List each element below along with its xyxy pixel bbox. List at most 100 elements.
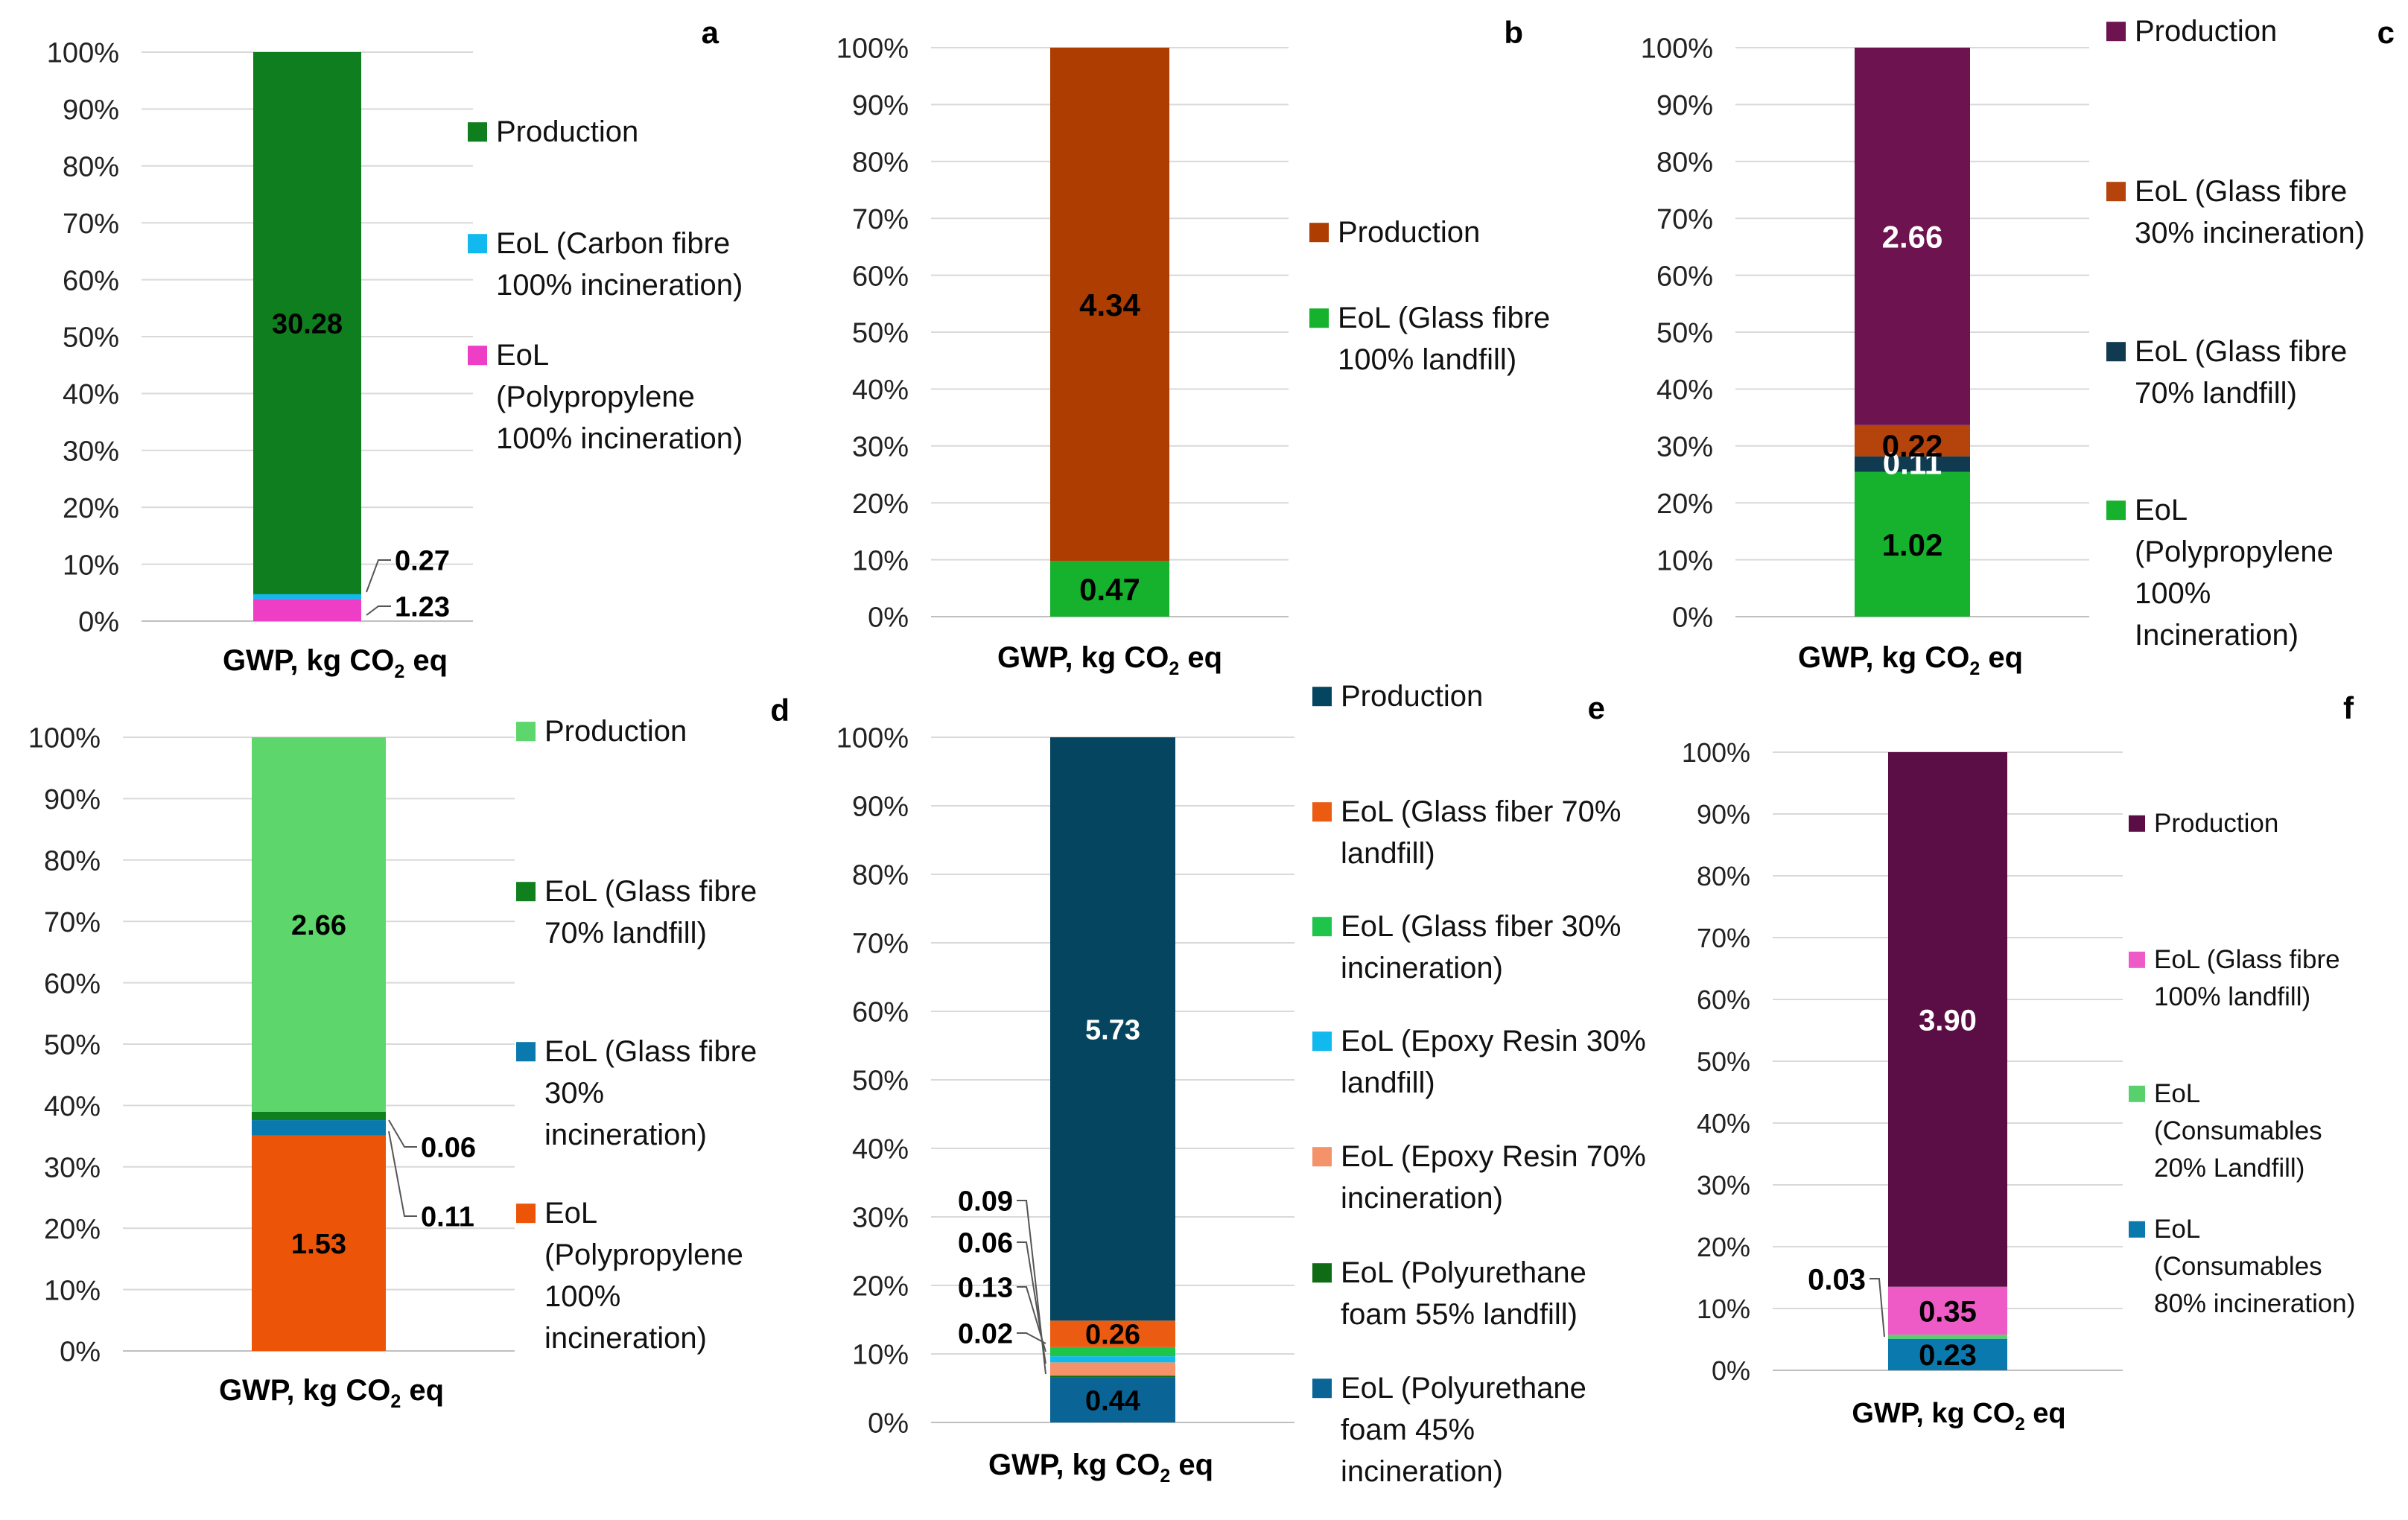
- y-tick-label: 30%: [852, 431, 909, 462]
- y-tick-label: 60%: [852, 261, 909, 292]
- legend-entry: EoL (Glass fibre 100% landfill): [1338, 302, 1550, 376]
- legend-swatch: [1312, 1263, 1332, 1283]
- legend-entry: EoL (Polypropylene 100% Incineration): [2135, 494, 2334, 652]
- y-tick-label: 0%: [60, 1337, 101, 1368]
- legend-swatch: [1312, 1031, 1332, 1052]
- data-label: 4.34: [1079, 287, 1140, 322]
- leader-line: [1017, 1241, 1046, 1364]
- data-label: 1.02: [1882, 527, 1943, 562]
- data-label: 0.06: [958, 1228, 1013, 1259]
- data-label: 0.03: [1808, 1263, 1866, 1296]
- bar-segment: [1888, 1335, 2007, 1339]
- y-tick-label: 10%: [63, 550, 119, 581]
- data-label: 0.47: [1079, 572, 1140, 607]
- bar-segment: [1888, 752, 2007, 1287]
- chart-panel-f: 0% 10% 20% 30% 40% 50% 60% 70% 80% 90% 100% 0.23 0.0…: [1682, 690, 2356, 1434]
- panel-label: c: [2377, 15, 2395, 50]
- leader-line: [388, 1119, 417, 1148]
- legend-entry: Production: [1338, 216, 1480, 249]
- panel-label: a: [702, 15, 719, 50]
- legend-swatch: [1309, 223, 1329, 243]
- legend-swatch: [516, 722, 536, 742]
- y-tick-label: 50%: [44, 1030, 101, 1061]
- data-label: 0.13: [958, 1273, 1013, 1304]
- legend-swatch: [516, 1203, 536, 1224]
- y-tick-label: 90%: [852, 90, 909, 121]
- bar-segment: [1050, 737, 1175, 1321]
- legend-swatch: [2129, 1085, 2145, 1102]
- y-tick-label: 80%: [852, 860, 909, 891]
- bar-segment: [1050, 1346, 1175, 1357]
- legend-entry: EoL (Epoxy Resin 70% incineration): [1341, 1140, 1646, 1215]
- data-label: 0.22: [1882, 428, 1943, 463]
- legend-swatch: [2106, 342, 2126, 362]
- y-tick-label: 100%: [836, 34, 909, 65]
- legend-entry: EoL (Polypropylene 100% incineration): [496, 339, 743, 455]
- y-tick-label: 50%: [1697, 1046, 1750, 1077]
- data-label: 0.06: [421, 1133, 476, 1164]
- y-tick-label: 20%: [852, 1271, 909, 1303]
- data-label: 2.66: [291, 910, 346, 941]
- leader-line: [366, 605, 391, 616]
- x-axis-label: GWP, kg CO2 eq: [219, 1374, 444, 1412]
- y-tick-label: 50%: [1656, 318, 1713, 349]
- leader-line: [1017, 1332, 1046, 1344]
- bar-segment: [252, 1111, 386, 1121]
- bar-segment: [1855, 471, 1970, 617]
- y-tick-label: 20%: [1656, 489, 1713, 520]
- y-tick-label: 0%: [868, 602, 909, 634]
- y-tick-label: 50%: [63, 322, 119, 354]
- y-tick-label: 100%: [836, 723, 909, 754]
- y-tick-label: 90%: [1656, 90, 1713, 121]
- data-label: 0.26: [1085, 1320, 1140, 1351]
- y-tick-label: 70%: [852, 204, 909, 235]
- legend-swatch: [2106, 500, 2126, 521]
- chart-panel-b: 0% 10% 20% 30% 40% 50% 60% 70% 80% 90% 100% 0.47 4.3…: [836, 15, 1551, 679]
- data-label: 5.73: [1085, 1014, 1140, 1046]
- legend-entry: EoL (Consumables 80% incineration): [2154, 1215, 2355, 1318]
- legend-entry: EoL (Polypropylene 100% incineration): [544, 1197, 743, 1355]
- data-label: 30.28: [272, 309, 343, 340]
- y-tick-label: 30%: [44, 1152, 101, 1183]
- y-tick-label: 60%: [44, 968, 101, 999]
- y-tick-label: 40%: [63, 379, 119, 410]
- x-axis-label: GWP, kg CO2 eq: [223, 644, 448, 682]
- y-tick-label: 80%: [1697, 861, 1750, 891]
- y-tick-label: 10%: [1656, 545, 1713, 576]
- x-axis-label: GWP, kg CO2 eq: [1798, 641, 2023, 679]
- y-tick-label: 80%: [44, 845, 101, 877]
- y-tick-label: 60%: [1697, 985, 1750, 1015]
- data-label: 0.35: [1919, 1295, 1977, 1328]
- legend-swatch: [1312, 687, 1332, 707]
- y-tick-label: 70%: [1697, 923, 1750, 953]
- legend-entry: Production: [2135, 15, 2277, 48]
- y-tick-label: 70%: [1656, 204, 1713, 235]
- y-tick-label: 0%: [1672, 602, 1713, 634]
- y-tick-label: 0%: [78, 607, 119, 638]
- bar-segment: [253, 599, 361, 621]
- bar-segment: [1050, 1362, 1175, 1376]
- y-tick-label: 60%: [1656, 261, 1713, 292]
- panel-label: e: [1588, 690, 1605, 725]
- legend-entry: Production: [544, 715, 687, 748]
- legend-swatch: [1312, 802, 1332, 822]
- y-tick-label: 40%: [1656, 375, 1713, 406]
- legend-entry: EoL (Glass fibre 30% incineration): [544, 1035, 757, 1151]
- chart-panel-d: 0% 10% 20% 30% 40% 50% 60% 70% 80% 90% 100% 1.53 0.1…: [28, 693, 790, 1412]
- x-axis-label: GWP, kg CO2 eq: [988, 1449, 1213, 1486]
- y-tick-label: 70%: [44, 907, 101, 938]
- panel-label: b: [1504, 15, 1523, 50]
- bar-segment: [1050, 1376, 1175, 1378]
- data-label: 0.11: [1883, 445, 1942, 480]
- x-axis-label: GWP, kg CO2 eq: [997, 641, 1222, 679]
- y-tick-label: 30%: [852, 1203, 909, 1234]
- legend-entry: EoL (Glass fibre 30% incineration): [2135, 175, 2365, 249]
- y-tick-label: 20%: [1697, 1232, 1750, 1262]
- legend-entry: EoL (Glass fibre 100% landfill): [2154, 945, 2340, 1011]
- legend-entry: EoL (Glass fiber 30% incineration): [1341, 910, 1621, 985]
- y-tick-label: 40%: [44, 1091, 101, 1122]
- y-tick-label: 30%: [63, 436, 119, 467]
- y-tick-label: 40%: [852, 375, 909, 406]
- legend-entry: EoL (Carbon fibre 100% incineration): [496, 227, 743, 302]
